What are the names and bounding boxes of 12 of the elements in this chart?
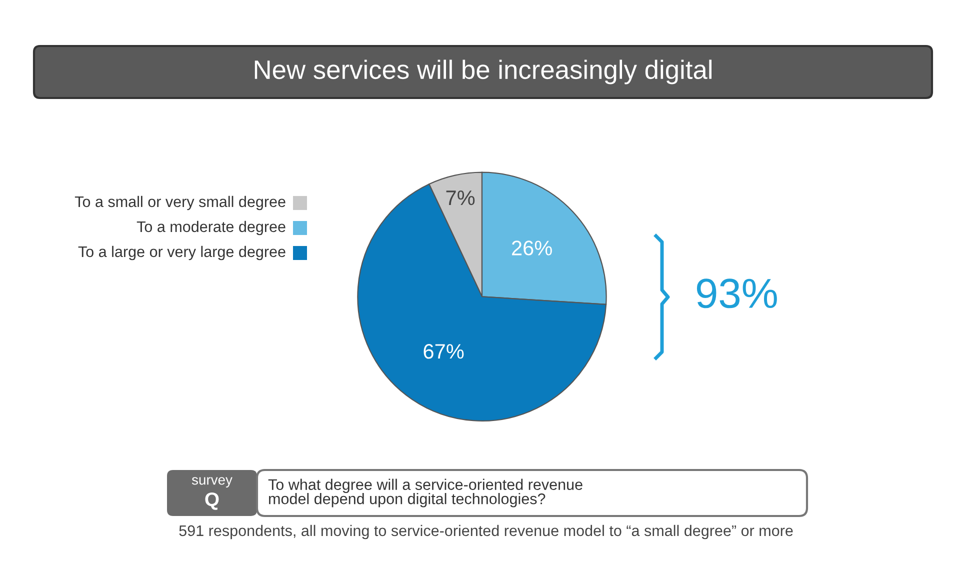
data-label: 26%: [512, 240, 552, 256]
text: To what degree will a service-oriented revenue model depend upon digital technologies?: [268, 478, 582, 508]
data-label: 67%: [424, 344, 464, 359]
legend-label: To a large or very large degree: [78, 246, 286, 260]
chart-title: New services will be increasingly digital: [254, 60, 712, 84]
text: survey: [192, 477, 232, 488]
text: 93%: [696, 278, 777, 308]
legend-label: To a small or very small degree: [74, 196, 286, 210]
text: 591 respondents, all moving to service-oriented revenue model to “a small degree” or more: [179, 524, 793, 540]
legend-label: To a moderate degree: [136, 220, 286, 236]
text: Q: [205, 492, 219, 510]
data-label: 7%: [446, 190, 475, 206]
